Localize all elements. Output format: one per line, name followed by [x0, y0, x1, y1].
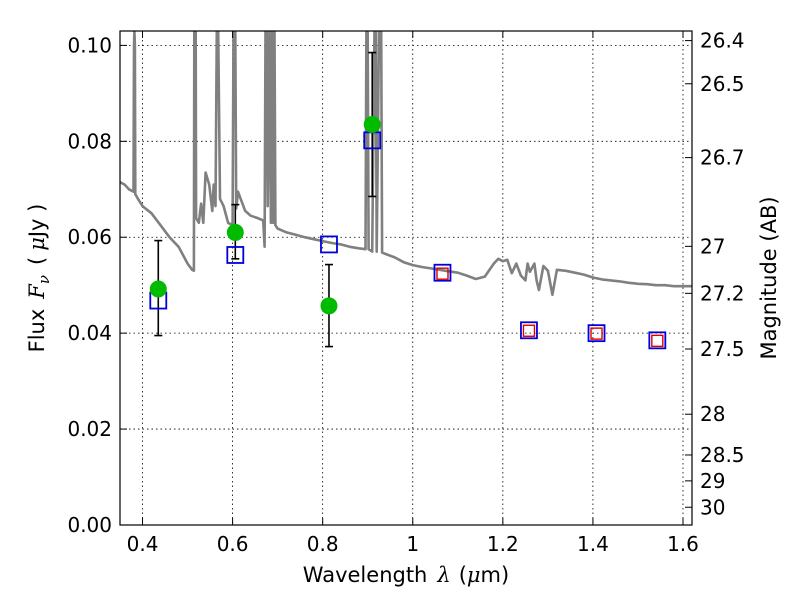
y-tick-label: 0.04 [67, 321, 112, 345]
model-band-marker [648, 331, 667, 350]
model-band-marker [587, 324, 606, 343]
y2-tick-label: 28.5 [700, 443, 745, 467]
predicted-marker [522, 324, 536, 337]
predicted-marker [436, 267, 449, 280]
y2-tick-label: 26.5 [700, 72, 745, 96]
y2-tick-label: 28 [700, 402, 725, 426]
plot-frame [119, 30, 693, 526]
y-tick-label: 0.00 [67, 513, 112, 537]
y-tick-label: 0.06 [67, 225, 112, 249]
ticks: 0.4 0.6 0.8 1 1.2 1.4 1.6 0.00 0.02 0.04 0.06 0.08 0… [67, 29, 744, 556]
series-layer [120, 31, 692, 350]
observed-point [149, 280, 167, 298]
observed-point [363, 116, 381, 134]
y2-tick-label: 27.5 [700, 337, 745, 361]
model-band-marker [320, 235, 338, 254]
y2-tick-label: 27 [700, 234, 725, 258]
plot-background [120, 31, 692, 525]
x-tick-label: 0.8 [307, 532, 339, 556]
model-spectrum-line [120, 31, 692, 297]
x-tick-label: 1.4 [577, 532, 609, 556]
model-band-marker [433, 263, 452, 282]
y2-tick-label: 26.4 [700, 29, 745, 53]
observed-point [226, 223, 244, 241]
y2-tick-label: 30 [700, 495, 725, 519]
model-band-marker [226, 246, 245, 264]
y2-tick-label: 29 [700, 469, 725, 493]
x-tick-label: 1.6 [667, 532, 699, 556]
y-tick-label: 0.02 [67, 417, 112, 441]
x-axis-label: Wavelength λ (μm) [303, 563, 509, 587]
x-tick-label: 0.4 [127, 532, 159, 556]
y-axis-label: FluxFν(μJy ) [25, 204, 53, 353]
y-tick-label: 0.08 [67, 129, 112, 153]
y2-tick-label: 27.2 [700, 281, 745, 305]
x-tick-label: 1 [406, 532, 419, 556]
predicted-marker [590, 327, 603, 340]
y-tick-label: 0.10 [67, 33, 112, 57]
y2-axis-label: Magnitude (AB) [757, 196, 781, 359]
x-tick-label: 1.2 [487, 532, 519, 556]
observed-point [320, 297, 338, 315]
model-band-marker [520, 321, 538, 340]
predicted-marker [651, 334, 664, 348]
x-tick-label: 0.6 [217, 532, 249, 556]
y2-tick-label: 26.7 [700, 146, 745, 170]
